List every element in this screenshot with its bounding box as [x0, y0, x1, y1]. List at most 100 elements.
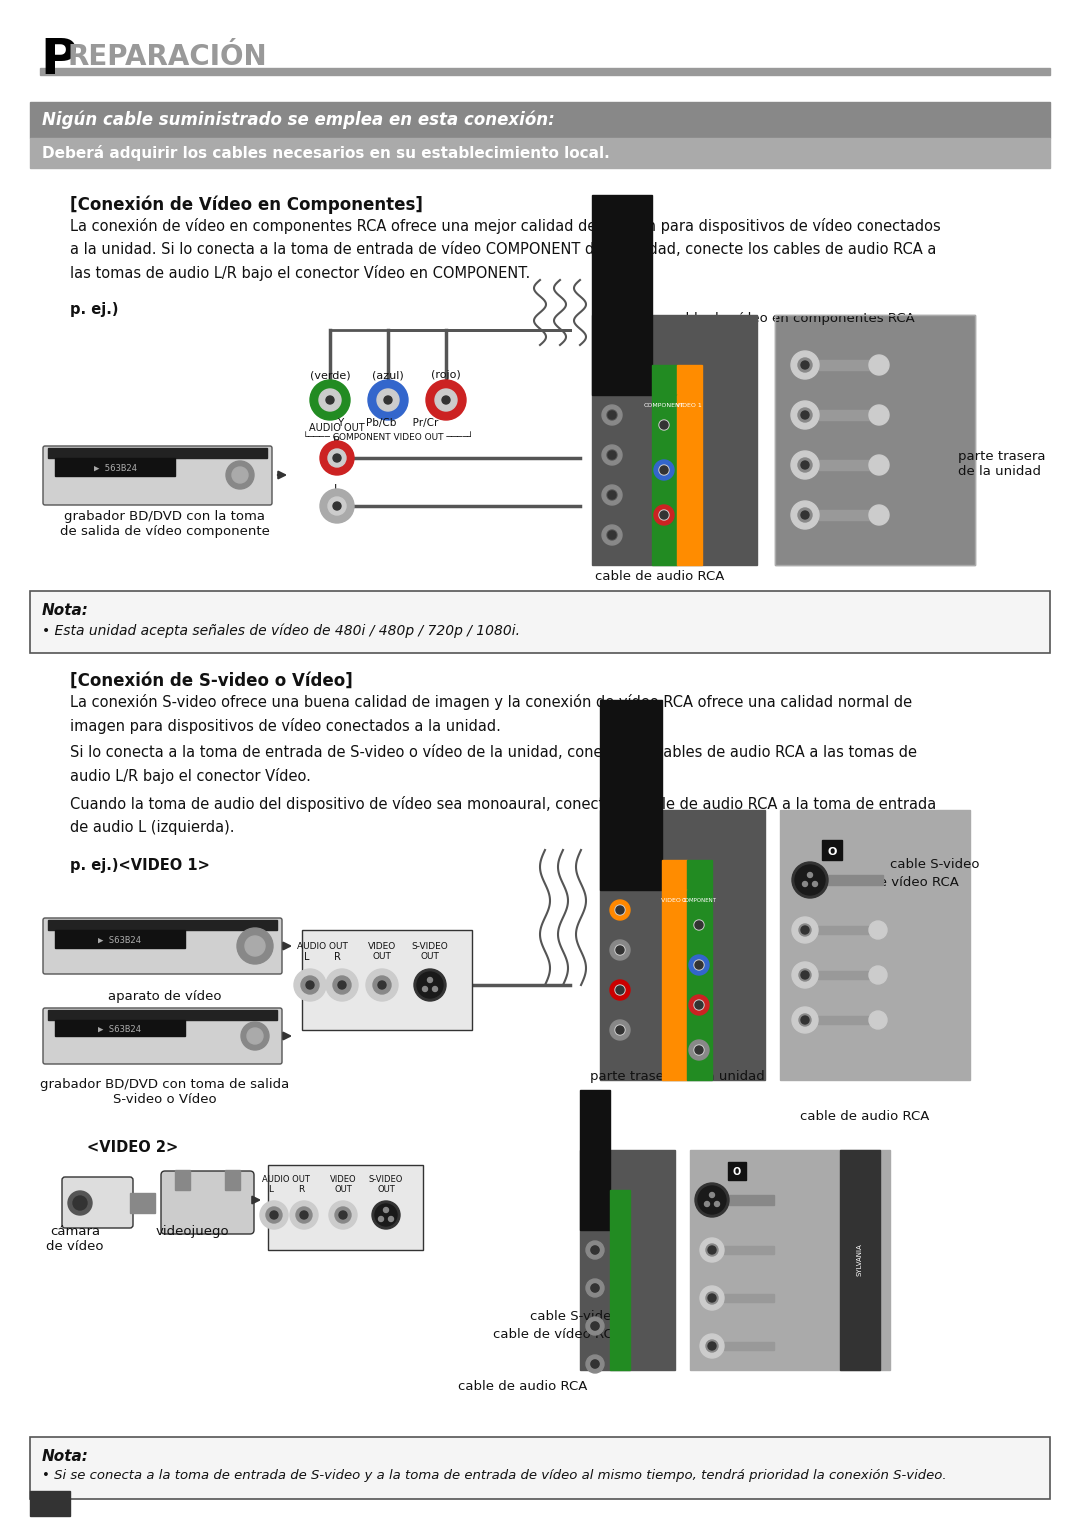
Bar	[652, 365, 677, 395]
Text: (rojo): (rojo)	[431, 369, 461, 380]
Bar	[592, 195, 652, 395]
Text: Si lo conecta a la toma de entrada de S-video o vídeo de la unidad, conecte los : Si lo conecta a la toma de entrada de S-…	[70, 745, 917, 784]
Circle shape	[608, 531, 616, 539]
Circle shape	[869, 404, 889, 426]
Circle shape	[602, 404, 622, 426]
Bar	[580, 1090, 610, 1230]
Circle shape	[660, 421, 669, 429]
Circle shape	[591, 1360, 599, 1367]
Text: Deberá adquirir los cables necesarios en su establecimiento local.: Deberá adquirir los cables necesarios en…	[42, 145, 610, 162]
Text: L: L	[269, 1186, 273, 1193]
Circle shape	[659, 510, 669, 520]
Text: VIDEO: VIDEO	[368, 942, 396, 951]
Bar	[690, 1151, 890, 1370]
Circle shape	[319, 389, 341, 410]
Circle shape	[247, 1029, 264, 1044]
Circle shape	[689, 1041, 708, 1061]
Bar	[780, 810, 970, 1080]
Text: parte trasera
de la unidad: parte trasera de la unidad	[958, 450, 1045, 478]
Circle shape	[384, 397, 392, 404]
Circle shape	[607, 490, 617, 501]
Circle shape	[377, 389, 399, 410]
Circle shape	[608, 452, 616, 459]
Bar	[687, 890, 712, 1080]
Bar	[30, 102, 1050, 137]
Circle shape	[689, 995, 708, 1015]
Circle shape	[708, 1247, 716, 1254]
Circle shape	[372, 1201, 400, 1228]
Circle shape	[708, 1294, 716, 1302]
Circle shape	[616, 906, 624, 914]
Circle shape	[607, 410, 617, 420]
Circle shape	[795, 865, 825, 896]
FancyBboxPatch shape	[62, 1177, 133, 1228]
Text: cable de audio RCA: cable de audio RCA	[595, 571, 725, 583]
Circle shape	[306, 981, 314, 989]
Circle shape	[266, 1207, 282, 1222]
Circle shape	[792, 1007, 818, 1033]
Circle shape	[591, 1322, 599, 1331]
Text: AUDIO OUT: AUDIO OUT	[309, 423, 365, 433]
Bar	[724, 1341, 774, 1351]
Circle shape	[608, 491, 616, 499]
Text: VIDEO 1: VIDEO 1	[676, 403, 702, 407]
Text: cable de vídeo RCA: cable de vídeo RCA	[492, 1328, 621, 1341]
Circle shape	[73, 1196, 87, 1210]
Circle shape	[335, 1207, 351, 1222]
Circle shape	[706, 1244, 718, 1256]
Circle shape	[802, 882, 808, 887]
Bar	[662, 890, 687, 1080]
Circle shape	[659, 465, 669, 475]
Text: S-VIDEO: S-VIDEO	[411, 942, 448, 951]
Circle shape	[801, 971, 809, 980]
Circle shape	[373, 977, 391, 993]
Circle shape	[812, 882, 818, 887]
Bar	[819, 360, 879, 369]
Circle shape	[696, 1183, 729, 1218]
Circle shape	[700, 1286, 724, 1309]
Circle shape	[799, 1013, 811, 1025]
Text: COMPONENT: COMPONENT	[681, 897, 716, 903]
Circle shape	[869, 1012, 887, 1029]
Text: AUDIO OUT: AUDIO OUT	[297, 942, 348, 951]
Circle shape	[689, 955, 708, 975]
Circle shape	[694, 1045, 704, 1054]
Circle shape	[607, 450, 617, 459]
Circle shape	[426, 380, 465, 420]
Circle shape	[329, 1201, 357, 1228]
Circle shape	[320, 488, 354, 523]
Bar	[818, 926, 878, 934]
Bar	[55, 458, 175, 476]
Circle shape	[791, 351, 819, 378]
Bar	[819, 510, 879, 520]
Circle shape	[654, 415, 674, 435]
Text: └──── COMPONENT VIDEO OUT ────┘: └──── COMPONENT VIDEO OUT ────┘	[302, 433, 473, 443]
Text: OUT: OUT	[334, 1186, 352, 1193]
Bar	[48, 920, 276, 929]
Text: <VIDEO 2>: <VIDEO 2>	[87, 1140, 178, 1155]
Text: OUT: OUT	[377, 1186, 395, 1193]
Circle shape	[428, 978, 432, 983]
Text: S-VIDEO: S-VIDEO	[368, 1175, 403, 1184]
Circle shape	[791, 401, 819, 429]
FancyBboxPatch shape	[43, 919, 282, 974]
FancyBboxPatch shape	[43, 446, 272, 505]
Text: p. ej.): p. ej.)	[70, 302, 119, 317]
Bar	[592, 314, 757, 565]
Circle shape	[294, 969, 326, 1001]
Text: Cuando la toma de audio del dispositivo de vídeo sea monoaural, conecte el cable: Cuando la toma de audio del dispositivo …	[70, 797, 936, 835]
Text: [Conexión de Vídeo en Componentes]: [Conexión de Vídeo en Componentes]	[70, 195, 423, 215]
Circle shape	[232, 467, 248, 484]
Circle shape	[798, 458, 812, 472]
Text: Nota:: Nota:	[42, 603, 89, 618]
Circle shape	[706, 1340, 718, 1352]
Circle shape	[694, 960, 704, 971]
Circle shape	[696, 961, 703, 969]
Bar	[729, 1195, 774, 1206]
Circle shape	[696, 1045, 703, 1054]
Circle shape	[333, 455, 341, 462]
Circle shape	[591, 1247, 599, 1254]
Bar	[30, 1491, 70, 1515]
Circle shape	[610, 1019, 630, 1041]
Circle shape	[270, 1212, 278, 1219]
